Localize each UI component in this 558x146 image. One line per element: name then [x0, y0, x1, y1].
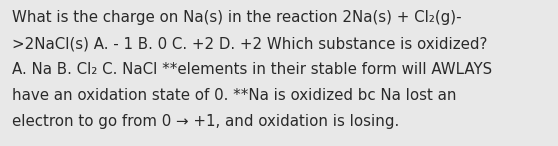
Text: >2NaCl(s) A. - 1 B. 0 C. +2 D. +2 Which substance is oxidized?: >2NaCl(s) A. - 1 B. 0 C. +2 D. +2 Which …	[12, 36, 488, 51]
Text: electron to go from 0 → +1, and oxidation is losing.: electron to go from 0 → +1, and oxidatio…	[12, 114, 400, 129]
Text: A. Na B. Cl₂ C. NaCl **elements in their stable form will AWLAYS: A. Na B. Cl₂ C. NaCl **elements in their…	[12, 62, 492, 77]
Text: What is the charge on Na(s) in the reaction 2Na(s) + Cl₂(g)-: What is the charge on Na(s) in the react…	[12, 10, 462, 25]
Text: have an oxidation state of 0. **Na is oxidized bc Na lost an: have an oxidation state of 0. **Na is ox…	[12, 88, 457, 103]
